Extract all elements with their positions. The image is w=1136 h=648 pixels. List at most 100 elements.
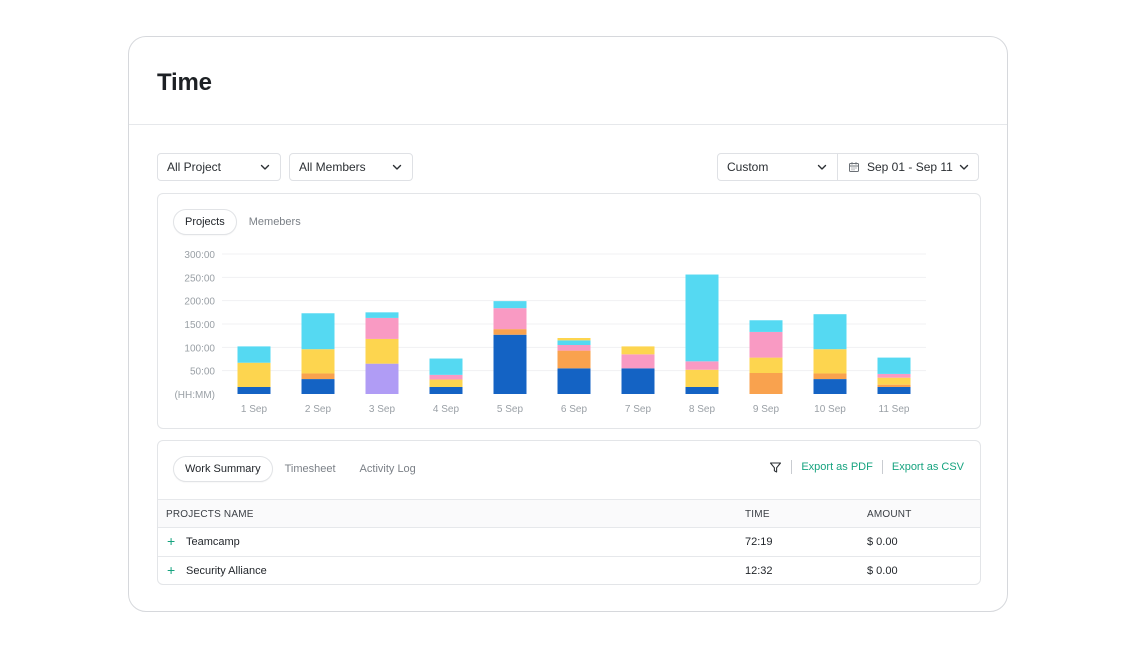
tab-activity-log[interactable]: Activity Log [359, 463, 416, 475]
filter-bar: All Project All Members Custom Sep 01 - … [157, 153, 979, 181]
tab-timesheet[interactable]: Timesheet [284, 463, 336, 475]
bar-segment [365, 317, 399, 339]
work-summary-panel: Work Summary Timesheet Activity Log Expo… [157, 440, 981, 585]
x-tick-label: 2 Sep [305, 404, 332, 415]
bar-segment [685, 369, 719, 387]
y-tick-label: (HH:MM) [174, 390, 215, 401]
chevron-down-icon [392, 164, 402, 170]
chevron-down-icon [959, 164, 969, 170]
divider [881, 460, 883, 474]
bar-segment [621, 368, 655, 394]
page-header: Time [129, 37, 1007, 125]
time-report-card: Time All Project All Members Custom Sep … [128, 36, 1008, 612]
page-title: Time [157, 69, 212, 96]
x-tick-label: 4 Sep [433, 404, 460, 415]
bar-segment [813, 349, 847, 374]
report-tabs: Work Summary Timesheet Activity Log [173, 456, 428, 482]
tab-members[interactable]: Memebers [248, 216, 301, 228]
members-filter-label: All Members [299, 160, 366, 174]
y-tick-label: 150:00 [184, 320, 215, 331]
column-header-name: PROJECTS NAME [166, 509, 254, 520]
bar-segment [237, 387, 271, 394]
project-filter-label: All Project [167, 160, 222, 174]
bar-segment [813, 314, 847, 350]
y-tick-label: 100:00 [184, 343, 215, 354]
bar-segment [365, 338, 399, 364]
period-dropdown[interactable]: Custom [718, 154, 838, 180]
project-name: Teamcamp [186, 536, 240, 548]
date-range-label: Sep 01 - Sep 11 [867, 160, 953, 174]
bar-segment [365, 312, 399, 318]
filter-button[interactable] [769, 461, 782, 474]
project-time: 72:19 [745, 536, 773, 548]
tab-projects[interactable]: Projects [173, 209, 237, 235]
bar-segment [429, 358, 463, 375]
bar-segment [237, 346, 271, 363]
bar-segment [301, 313, 335, 350]
bar-segment [813, 379, 847, 394]
bar-segment [877, 373, 911, 378]
chart-tabs: Projects Memebers [173, 209, 313, 235]
column-header-time: TIME [745, 509, 770, 520]
time-bar-chart: (HH:MM) 50:00 100:00 150:00 200:00 250:00 300:… [174, 250, 926, 415]
x-tick-label: 9 Sep [753, 404, 780, 415]
table-row[interactable]: + Teamcamp 72:19 $ 0.00 [158, 528, 980, 557]
plus-icon[interactable]: + [167, 562, 176, 578]
chevron-down-icon [817, 164, 827, 170]
report-actions: Export as PDF Export as CSV [769, 460, 964, 474]
x-tick-label: 6 Sep [561, 404, 588, 415]
chart-panel: (HH:MM) 50:00 100:00 150:00 200:00 250:00 300:… [157, 193, 981, 429]
filter-icon [770, 461, 782, 473]
project-filter-dropdown[interactable]: All Project [157, 153, 281, 181]
bar-segment [365, 363, 399, 394]
bar-segment [301, 373, 335, 380]
table-header: PROJECTS NAME TIME AMOUNT [158, 499, 980, 528]
bar-segment [493, 334, 527, 394]
plus-icon[interactable]: + [167, 533, 176, 549]
project-time: 12:32 [745, 565, 773, 577]
bar-segment [749, 373, 783, 394]
members-filter-dropdown[interactable]: All Members [289, 153, 413, 181]
bar-segment [557, 338, 591, 341]
x-tick-label: 7 Sep [625, 404, 652, 415]
bar-segment [877, 387, 911, 394]
bar-segment [877, 357, 911, 374]
export-csv-link[interactable]: Export as CSV [891, 461, 964, 473]
bar-segment [685, 361, 719, 370]
bar-segment [877, 377, 911, 385]
y-tick-label: 300:00 [184, 250, 215, 261]
bar-segment [301, 349, 335, 374]
bar-segment [749, 357, 783, 373]
tab-work-summary[interactable]: Work Summary [173, 456, 273, 482]
bar-segment [749, 331, 783, 358]
date-range-dropdown[interactable]: Sep 01 - Sep 11 [838, 154, 978, 180]
bar-segment [557, 350, 591, 369]
bar-segment [557, 345, 591, 351]
project-amount: $ 0.00 [867, 565, 898, 577]
bar-segment [493, 301, 527, 309]
y-tick-label: 50:00 [190, 367, 215, 378]
x-tick-label: 11 Sep [879, 404, 910, 415]
column-header-amount: AMOUNT [867, 509, 912, 520]
bar-segment [621, 354, 655, 369]
y-tick-label: 200:00 [184, 297, 215, 308]
bar-segment [429, 387, 463, 394]
bar-segment [557, 368, 591, 394]
bar-segment [813, 373, 847, 380]
bar-segment [493, 308, 527, 330]
y-tick-label: 250:00 [184, 273, 215, 284]
project-name: Security Alliance [186, 565, 267, 577]
export-pdf-link[interactable]: Export as PDF [801, 461, 873, 473]
bar-segment [301, 379, 335, 394]
bar-segment [493, 329, 527, 335]
x-tick-label: 5 Sep [497, 404, 524, 415]
x-tick-label: 10 Sep [814, 404, 846, 415]
bar-segment [877, 384, 911, 387]
bar-segment [749, 320, 783, 332]
bar-segment [557, 340, 591, 345]
table-row[interactable]: + Security Alliance 12:32 $ 0.00 [158, 557, 980, 584]
date-range-picker: Custom Sep 01 - Sep 11 [717, 153, 979, 181]
period-label: Custom [727, 160, 769, 174]
x-tick-label: 1 Sep [241, 404, 268, 415]
bar-segment [685, 387, 719, 394]
